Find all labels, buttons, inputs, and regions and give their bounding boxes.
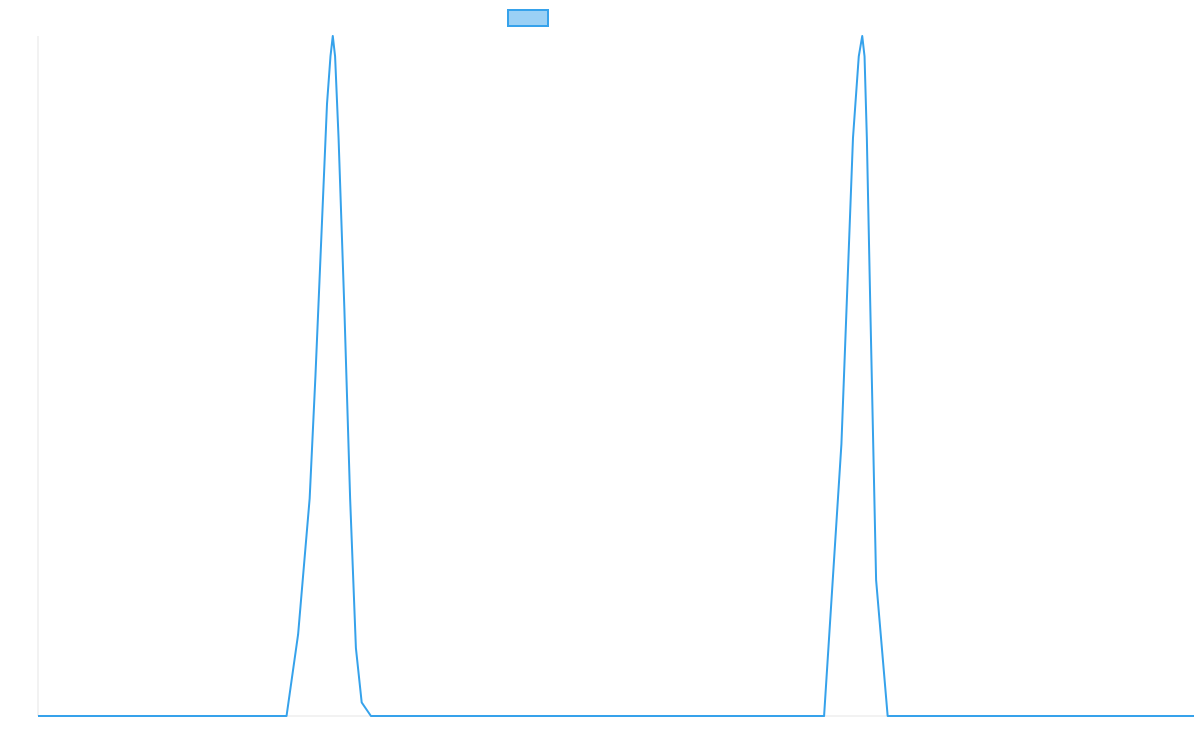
series-layer xyxy=(38,35,1194,717)
legend-swatch[interactable] xyxy=(507,9,549,27)
series-line-0 xyxy=(38,35,1194,717)
legend xyxy=(507,9,549,27)
axes xyxy=(37,36,1194,717)
legend-item[interactable] xyxy=(507,9,549,27)
